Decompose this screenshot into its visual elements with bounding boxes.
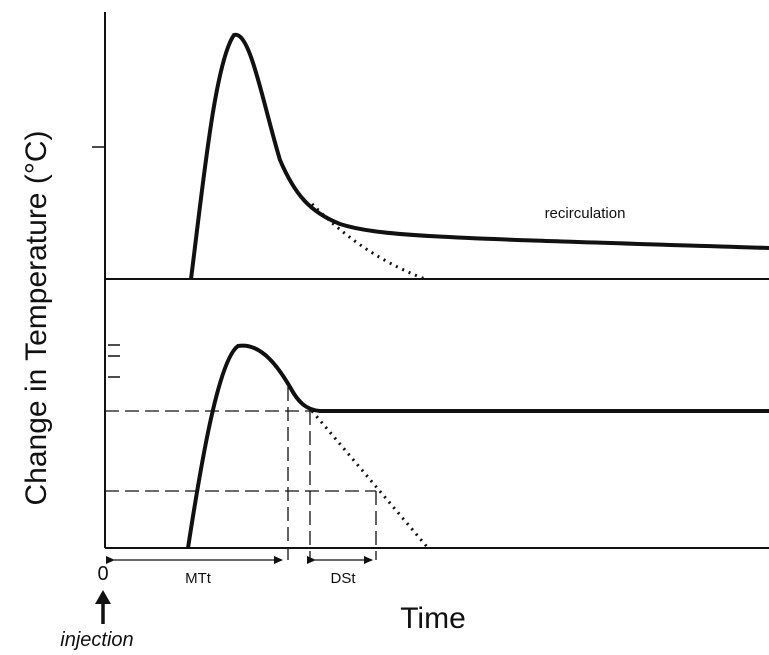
lower-curve-extrapolation <box>310 410 430 549</box>
injection-arrowhead-icon <box>95 590 111 604</box>
upper-curve-extrapolation <box>310 202 426 281</box>
upper-curve-recirculation <box>189 32 769 280</box>
lower-curve-log <box>186 343 769 549</box>
dst-label: DSt <box>330 570 356 587</box>
y-axis-label: Change in Temperature (°C) <box>20 131 53 506</box>
x-axis-label: Time <box>400 602 466 635</box>
injection-label: injection <box>60 629 133 651</box>
mtt-label: MTt <box>185 570 212 587</box>
origin-label: 0 <box>97 563 108 585</box>
recirculation-label: recirculation <box>545 205 626 222</box>
